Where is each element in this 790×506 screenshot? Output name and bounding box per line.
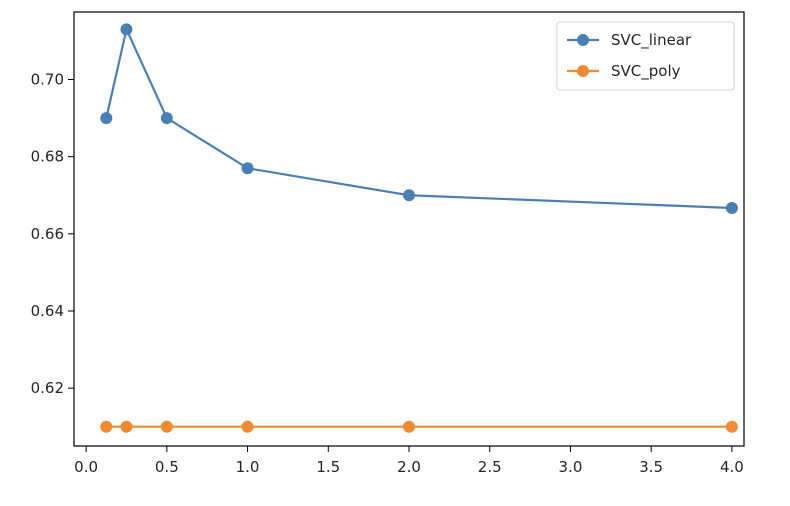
legend-marker [577, 34, 589, 46]
data-point [725, 201, 738, 214]
legend-label: SVC_poly [611, 62, 681, 81]
legend-marker [577, 65, 589, 77]
y-tick-label: 0.66 [31, 225, 64, 243]
data-point [120, 420, 133, 433]
data-point [241, 420, 254, 433]
series-svc-poly [100, 420, 738, 433]
data-point [403, 420, 415, 433]
legend-item: SVC_linear [567, 31, 692, 50]
x-tick-label: 4.0 [720, 458, 744, 476]
x-tick-label: 0.5 [155, 458, 179, 476]
data-point [725, 420, 738, 433]
data-point [100, 112, 113, 125]
legend-item: SVC_poly [567, 62, 681, 81]
x-tick-label: 3.0 [559, 458, 583, 476]
y-tick-label: 0.68 [31, 148, 64, 166]
legend-label: SVC_linear [611, 31, 692, 50]
y-tick-label: 0.64 [31, 302, 64, 320]
data-point [241, 162, 254, 175]
legend-box [556, 21, 735, 91]
data-point [100, 420, 113, 433]
legend: SVC_linear SVC_poly [556, 21, 735, 91]
x-tick-label: 3.5 [639, 458, 663, 476]
series-line [105, 28, 732, 210]
y-tick-label: 0.70 [31, 71, 64, 89]
data-point [403, 189, 415, 202]
data-point [160, 112, 173, 125]
x-tick-label: 2.0 [397, 458, 421, 476]
series-svc-linear [100, 23, 738, 214]
data-point [120, 23, 133, 36]
y-axis: 0.62 0.64 0.66 0.68 0.70 [31, 71, 74, 397]
data-point [160, 420, 173, 433]
series-layer [100, 23, 738, 433]
x-tick-label: 1.0 [236, 458, 260, 476]
x-tick-label: 1.5 [316, 458, 340, 476]
x-tick-label: 2.5 [478, 458, 502, 476]
x-axis: 0.0 0.5 1.0 1.5 2.0 2.5 3.0 3.5 4.0 [74, 446, 744, 476]
x-tick-label: 0.0 [74, 458, 98, 476]
y-tick-label: 0.62 [31, 379, 64, 397]
